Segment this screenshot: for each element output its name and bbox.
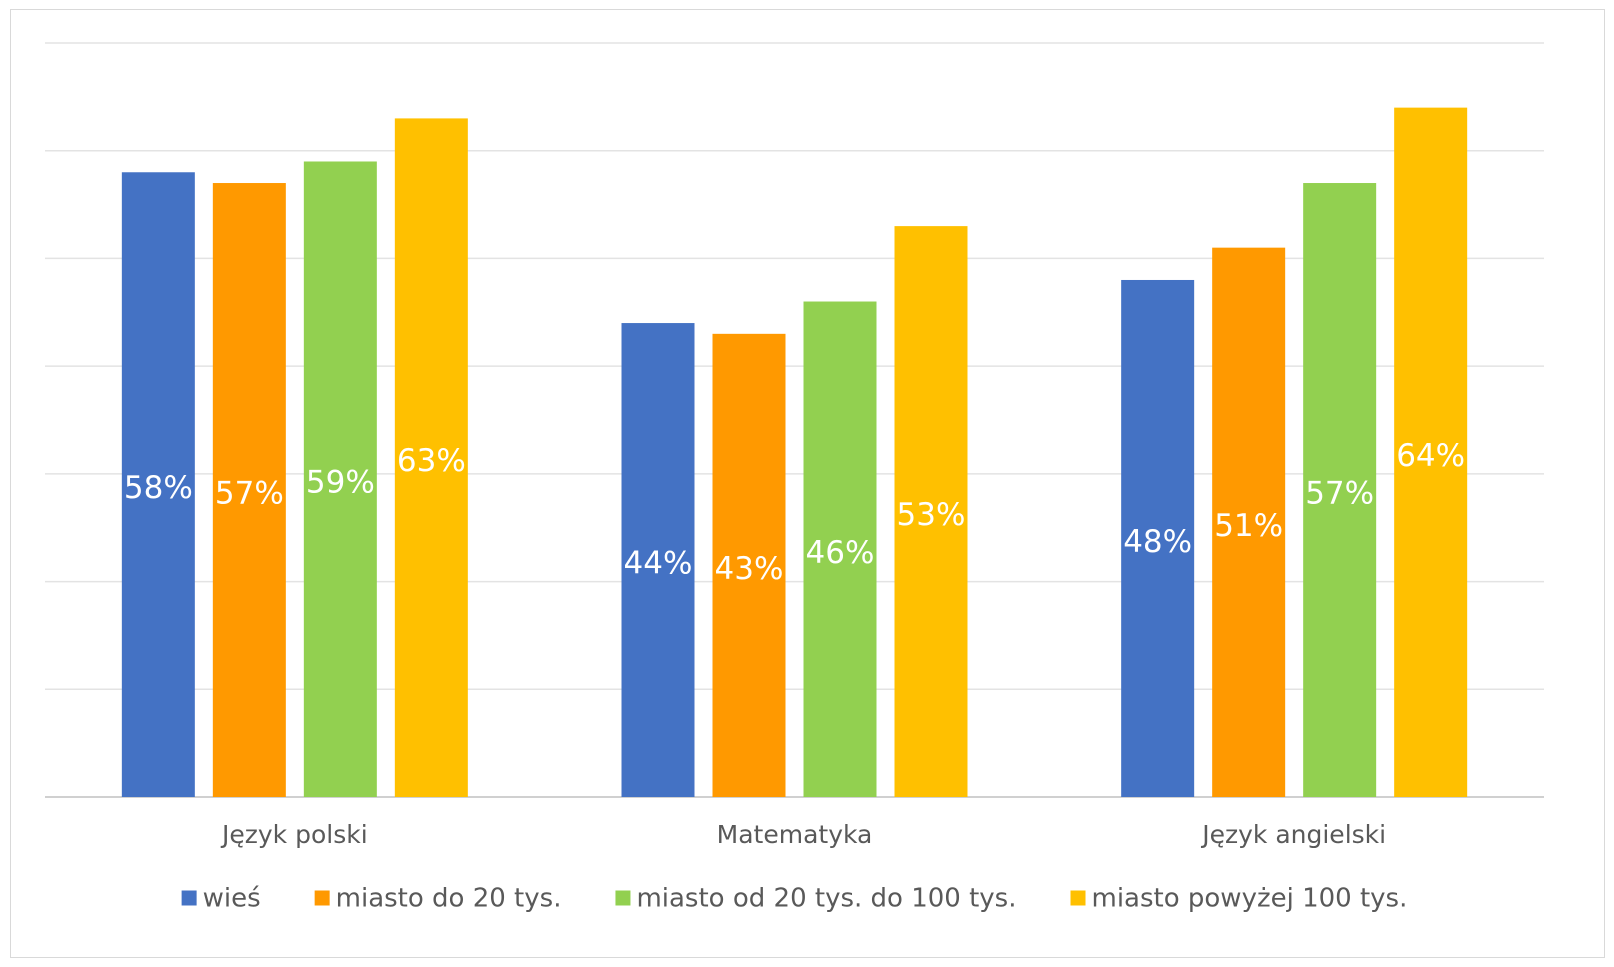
bar-jezyk-angielski-miasto-do-20-tys	[1212, 247, 1286, 797]
legend-swatch	[1070, 890, 1086, 906]
data-label: 44%	[624, 546, 693, 582]
data-label: 59%	[306, 465, 375, 501]
data-label: 48%	[1123, 524, 1192, 560]
data-label: 46%	[806, 535, 875, 571]
bars	[121, 107, 1468, 798]
bar-jezyk-angielski-wies	[1121, 279, 1195, 797]
legend-item-miasto-od-20-tys-do-100-tys: miasto od 20 tys. do 100 tys.	[615, 884, 1017, 914]
bar-matematyka-wies	[621, 323, 695, 797]
data-labels: 58% 57% 59% 63% 44% 43% 46% 53% 48% 51% 57% 64%	[124, 438, 1465, 587]
legend-label: miasto do 20 tys.	[336, 884, 562, 914]
bar-jezyk-polski-wies	[121, 172, 195, 797]
legend-swatch	[314, 890, 330, 906]
data-label: 63%	[397, 443, 466, 479]
bar-jezyk-polski-miasto-powyzej-100-tys	[394, 118, 468, 797]
bar-chart: 58% 57% 59% 63% 44% 43% 46% 53% 48% 51% 57% 64% Jęz…	[45, 42, 1544, 914]
legend: wieś miasto do 20 tys. miasto od 20 tys. d…	[181, 884, 1408, 914]
gridlines	[45, 42, 1544, 798]
legend-label: wieś	[203, 884, 261, 914]
category-label: Język angielski	[1200, 820, 1386, 849]
legend-item-wies: wieś	[181, 884, 261, 914]
legend-swatch	[181, 890, 197, 906]
bar-jezyk-angielski-miasto-od-20-tys-do-100-tys	[1303, 183, 1377, 797]
data-label: 57%	[215, 476, 284, 512]
data-label: 43%	[715, 551, 784, 587]
bar-matematyka-miasto-do-20-tys	[712, 333, 786, 797]
data-label: 58%	[124, 470, 193, 506]
category-label: Matematyka	[717, 820, 873, 849]
legend-label: miasto od 20 tys. do 100 tys.	[636, 884, 1016, 914]
legend-label: miasto powyżej 100 tys.	[1092, 884, 1408, 914]
data-label: 53%	[897, 497, 966, 533]
bar-matematyka-miasto-powyzej-100-tys	[894, 226, 968, 798]
data-label: 64%	[1396, 438, 1465, 474]
chart-frame: 58% 57% 59% 63% 44% 43% 46% 53% 48% 51% 57% 64% Jęz…	[10, 9, 1605, 958]
bar-jezyk-angielski-miasto-powyzej-100-tys	[1394, 107, 1468, 798]
bar-matematyka-miasto-od-20-tys-do-100-tys	[803, 301, 877, 797]
bar-jezyk-polski-miasto-od-20-tys-do-100-tys	[303, 161, 377, 797]
category-axis-labels: Język polski Matematyka Język angielski	[220, 820, 1386, 849]
data-label: 51%	[1214, 508, 1283, 544]
legend-item-miasto-powyzej-100-tys: miasto powyżej 100 tys.	[1070, 884, 1408, 914]
bar-jezyk-polski-miasto-do-20-tys	[212, 183, 286, 797]
legend-item-miasto-do-20-tys: miasto do 20 tys.	[314, 884, 562, 914]
legend-swatch	[615, 890, 631, 906]
category-label: Język polski	[220, 820, 368, 849]
data-label: 57%	[1305, 476, 1374, 512]
